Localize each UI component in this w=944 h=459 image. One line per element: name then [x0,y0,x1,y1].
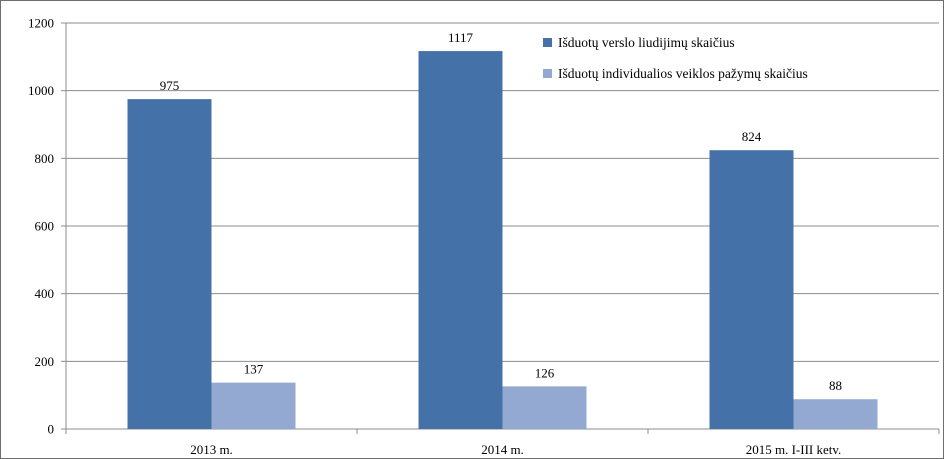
y-tick-label: 600 [35,219,55,234]
x-tick-label: 2015 m. I-III ketv. [746,442,842,457]
y-tick-label: 1200 [28,16,54,31]
y-tick-label: 1000 [28,83,54,98]
legend: Išduotų verslo liudijimų skaičius Išduotų… [543,35,808,81]
y-tick-label: 200 [35,354,55,369]
x-tick-label: 2013 m. [190,442,233,457]
data-label: 1117 [448,30,474,45]
bar [502,386,587,429]
data-label: 126 [535,365,555,380]
y-tick-label: 800 [35,151,55,166]
bars [127,51,878,430]
bar [127,99,212,429]
bar [709,150,794,430]
bar [211,382,296,429]
data-labels: 975 137 1117 126 824 88 [160,30,842,393]
bar [418,51,503,429]
data-label: 137 [244,362,264,377]
bar [793,399,878,429]
data-label: 975 [160,78,180,93]
y-tick-label: 0 [48,422,55,437]
data-label: 88 [829,378,842,393]
legend-swatch [543,38,552,47]
legend-label: Išduotų individualios veiklos pažymų ska… [558,66,808,81]
legend-swatch [543,69,552,78]
legend-label: Išduotų verslo liudijimų skaičius [558,35,735,50]
y-tick-label: 400 [35,286,55,301]
data-label: 824 [742,129,762,144]
x-tick-label: 2014 m. [481,442,524,457]
